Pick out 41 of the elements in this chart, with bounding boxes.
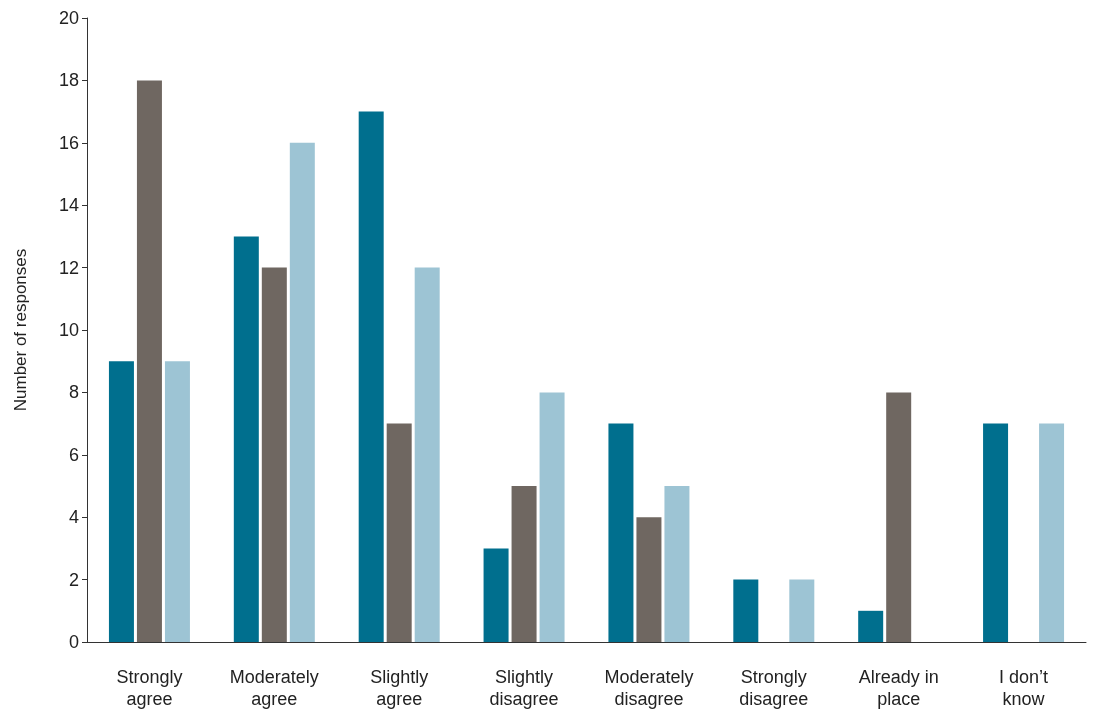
y-tick-label: 8 bbox=[68, 382, 79, 403]
bar bbox=[1039, 423, 1065, 642]
bar bbox=[136, 80, 162, 642]
bar bbox=[608, 423, 634, 642]
y-tick-label: 6 bbox=[68, 444, 79, 465]
bar bbox=[386, 423, 412, 642]
bar bbox=[886, 392, 912, 642]
x-tick-label: Moderately agree bbox=[229, 667, 319, 709]
bar bbox=[858, 610, 884, 642]
bar bbox=[108, 361, 134, 642]
y-tick-label: 4 bbox=[68, 507, 79, 528]
bar bbox=[358, 111, 384, 642]
x-tick-label: Slightly agree bbox=[370, 667, 429, 709]
bar bbox=[233, 236, 259, 642]
x-tick-label: Moderately disagree bbox=[604, 667, 694, 709]
bar bbox=[664, 486, 690, 642]
y-tick-label: 14 bbox=[58, 195, 79, 216]
bar bbox=[289, 142, 315, 642]
y-tick-label: 16 bbox=[58, 132, 79, 153]
bar bbox=[164, 361, 190, 642]
x-tick-label: I don’t know bbox=[999, 667, 1049, 709]
y-tick-label: 0 bbox=[68, 632, 79, 652]
x-tick-label: Strongly disagree bbox=[739, 667, 809, 709]
bar bbox=[789, 579, 815, 642]
bar bbox=[511, 486, 537, 642]
y-tick-label: 20 bbox=[58, 8, 79, 28]
bar bbox=[414, 267, 440, 642]
bar bbox=[483, 548, 509, 642]
bar bbox=[983, 423, 1009, 642]
y-tick-label: 10 bbox=[58, 320, 79, 340]
y-axis-title: Number of responses bbox=[11, 248, 30, 412]
y-tick-label: 18 bbox=[58, 70, 79, 91]
x-tick-label: Strongly agree bbox=[116, 667, 183, 709]
bar bbox=[636, 517, 662, 642]
bar bbox=[539, 392, 565, 642]
bar bbox=[733, 579, 759, 642]
y-tick-label: 12 bbox=[58, 257, 79, 278]
x-tick-label: Already in place bbox=[858, 667, 939, 709]
y-tick-label: 2 bbox=[68, 569, 79, 590]
bar bbox=[261, 267, 287, 642]
x-tick-label: Slightly disagree bbox=[489, 667, 559, 709]
